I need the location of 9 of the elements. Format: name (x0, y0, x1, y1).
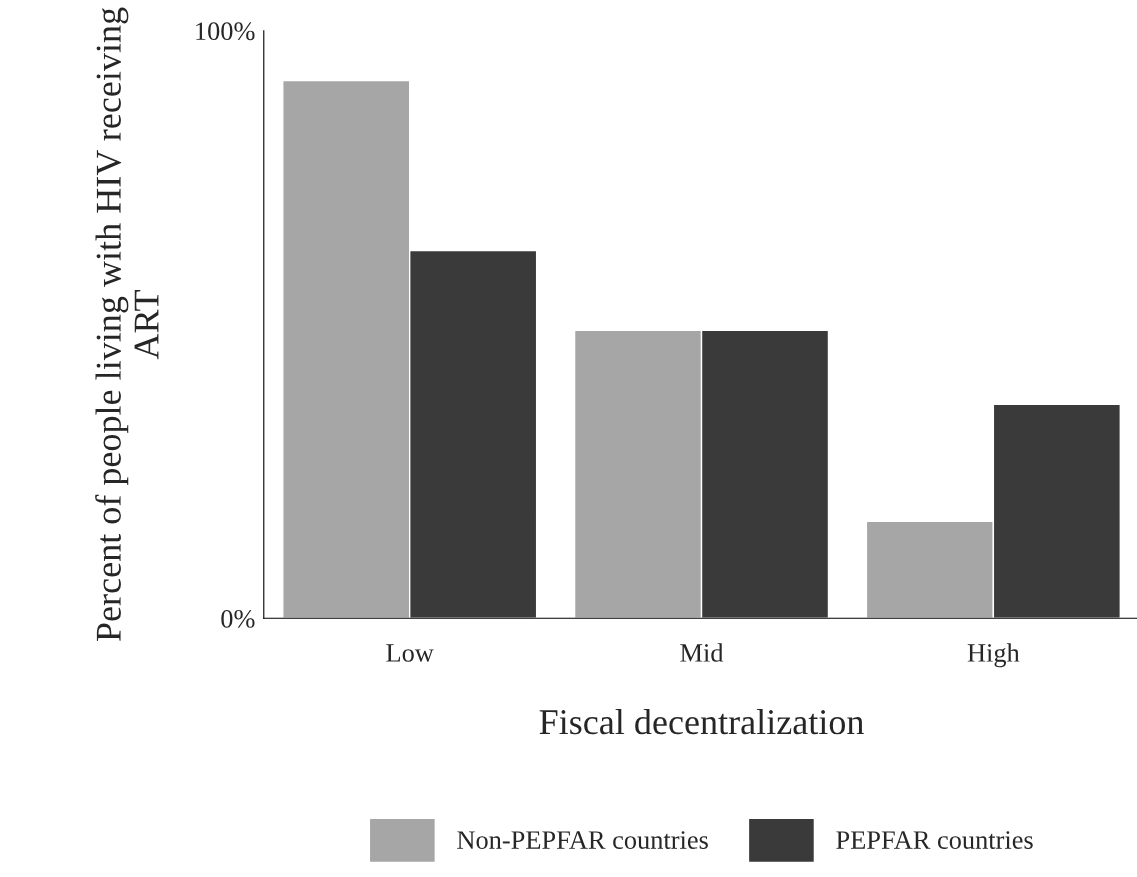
y-axis-title: Percent of people living with HIV receiving ART (95, 7, 159, 642)
legend-label: Non-PEPFAR countries (457, 831, 708, 849)
y-tick-label: 0% (221, 609, 255, 628)
y-tick-label: 100% (196, 22, 255, 41)
legend-label: PEPFAR countries (836, 831, 1033, 849)
x-tick-label: Low (386, 644, 434, 662)
x-tick-label: Mid (680, 643, 724, 662)
x-axis-title: Fiscal decentralization (539, 708, 864, 735)
x-tick-label: High (967, 643, 1020, 668)
